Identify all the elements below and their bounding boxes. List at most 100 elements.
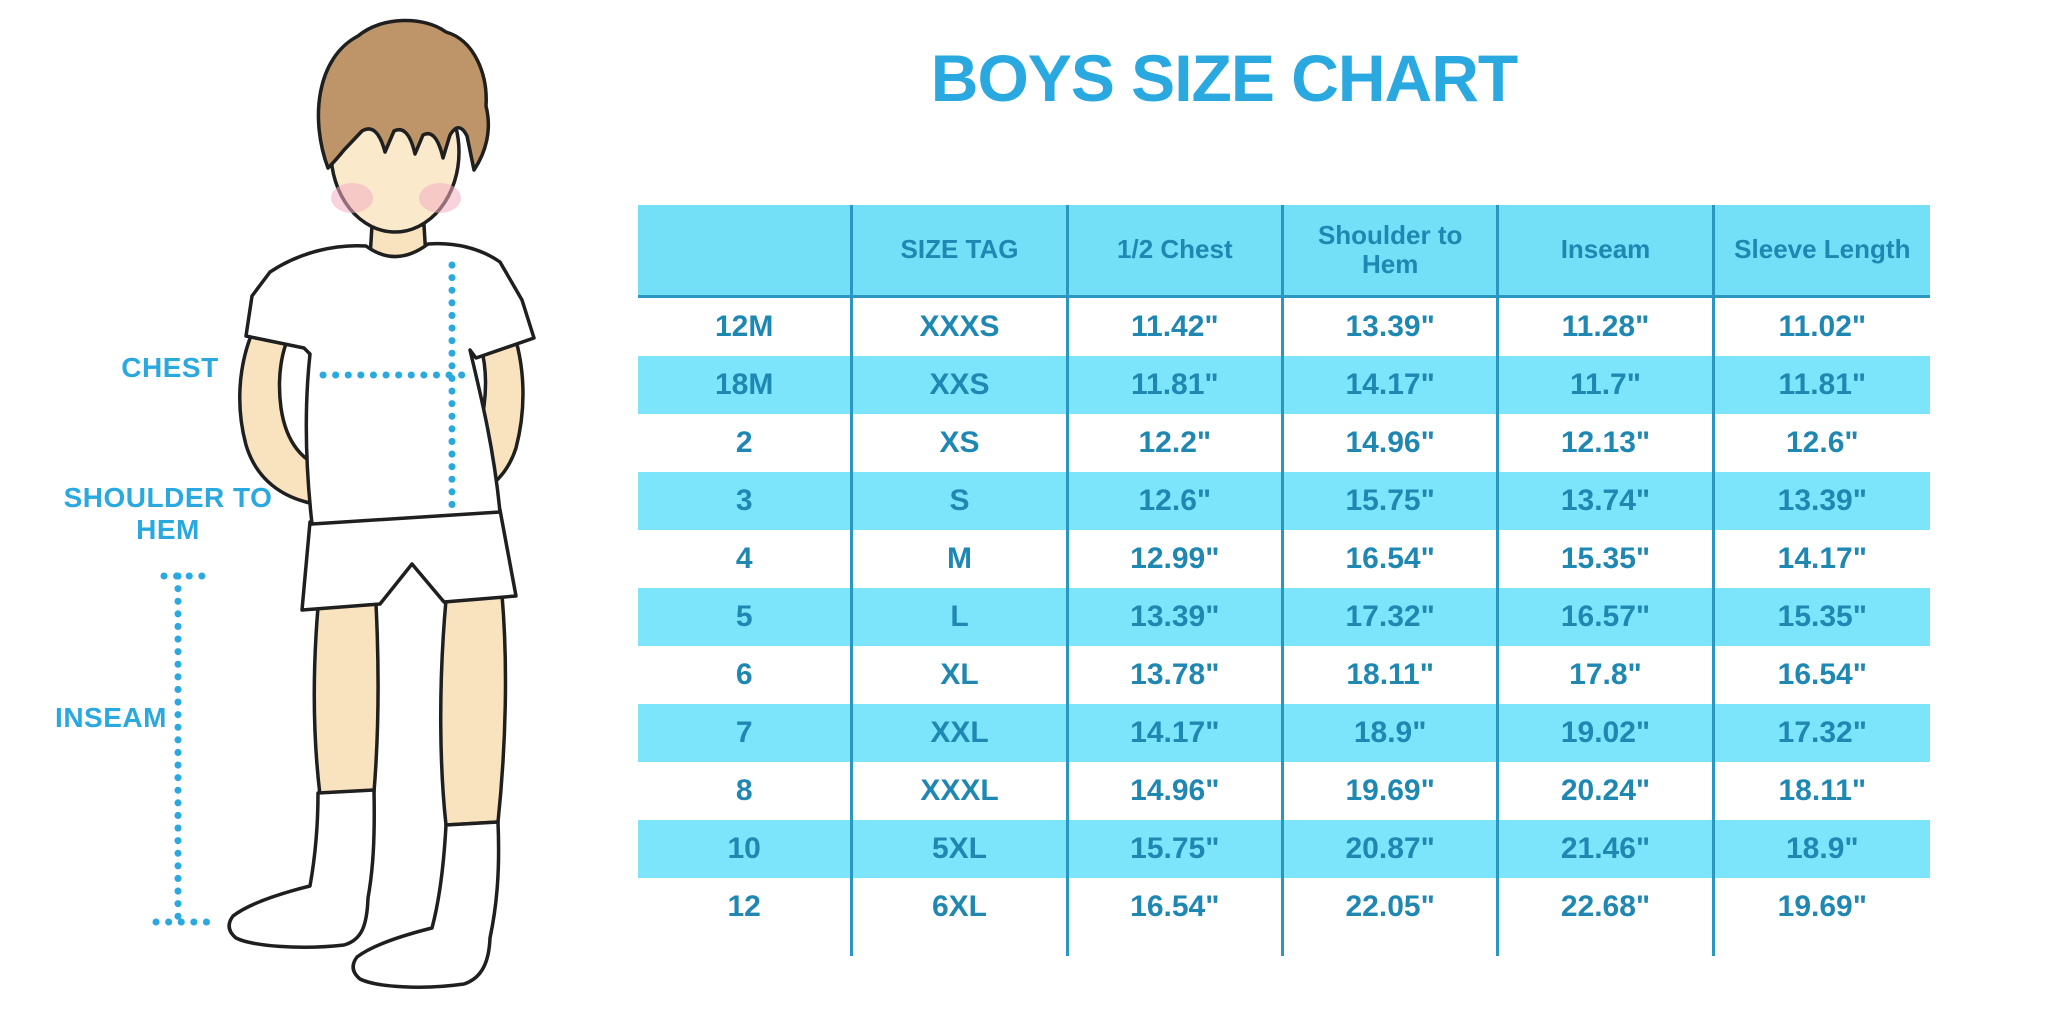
value-cell [1284, 936, 1500, 956]
value-cell: 16.54" [1777, 658, 1867, 692]
size-cell: 2 [638, 414, 854, 472]
value-cell: 22.05" [1284, 878, 1500, 936]
column-header: Inseam [1499, 205, 1715, 295]
chest-label: CHEST [121, 352, 219, 383]
table-row: 18M XXS 11.81" 14.17" 11.7" 11.81" [638, 356, 1930, 414]
value-cell: 11.81" [1069, 356, 1284, 414]
value-cell: L [853, 588, 1069, 646]
figure-leg-left [312, 602, 380, 797]
value-cell: 14.96" [1069, 762, 1284, 820]
table-header-row: SIZE TAG 1/2 Chest Shoulder to Hem Inseam Sl… [638, 205, 1930, 298]
size-cell: 10 [638, 820, 854, 878]
value-cell [853, 936, 1069, 956]
value-cell: 12.6" [1069, 472, 1284, 530]
column-header: Sleeve Length [1734, 234, 1911, 265]
size-cell: 4 [638, 530, 854, 588]
value-cell: 21.46" [1499, 820, 1715, 878]
table-row: 7 XXL 14.17" 18.9" 19.02" 17.32" [638, 704, 1930, 762]
value-cell: XXXL [853, 762, 1069, 820]
grid-line-stub-row [638, 936, 1930, 956]
value-cell: 11.81" [1778, 368, 1867, 402]
column-header: 1/2 Chest [1069, 205, 1284, 295]
value-cell: 6XL [853, 878, 1069, 936]
table-row: 12M XXXS 11.42" 13.39" 11.28" 11.02" [638, 298, 1930, 356]
boy-illustration [152, 18, 536, 989]
table-row: 6 XL 13.78" 18.11" 17.8" 16.54" [638, 646, 1930, 704]
size-cell: 12 [638, 878, 854, 936]
figure-shirt [244, 241, 536, 526]
value-cell: 19.02" [1499, 704, 1715, 762]
size-cell: 6 [638, 646, 854, 704]
value-cell: 17.32" [1777, 716, 1867, 750]
value-cell: 11.02" [1778, 310, 1867, 344]
value-cell: 5XL [853, 820, 1069, 878]
size-cell: 5 [638, 588, 854, 646]
value-cell: 15.35" [1499, 530, 1715, 588]
value-cell: 16.54" [1069, 878, 1284, 936]
value-cell: 15.75" [1284, 472, 1500, 530]
size-cell: 18M [638, 356, 854, 414]
value-cell: 11.28" [1499, 298, 1715, 356]
value-cell: 20.24" [1499, 762, 1715, 820]
value-cell: 13.39" [1284, 298, 1500, 356]
size-cell: 3 [638, 472, 854, 530]
value-cell: M [853, 530, 1069, 588]
figure-sock-left [227, 788, 376, 949]
value-cell: 12.99" [1069, 530, 1284, 588]
value-cell: 11.42" [1069, 298, 1284, 356]
figure-leg-right [438, 593, 508, 827]
table-row: 5 L 13.39" 17.32" 16.57" 15.35" [638, 588, 1930, 646]
value-cell: 17.32" [1284, 588, 1500, 646]
shoulder-to-hem-label: SHOULDER TO HEM [63, 482, 273, 545]
value-cell: XS [853, 414, 1069, 472]
value-cell: 18.11" [1778, 774, 1867, 808]
value-cell: 13.39" [1069, 588, 1284, 646]
table-row: 8 XXXL 14.96" 19.69" 20.24" 18.11" [638, 762, 1930, 820]
value-cell: 14.96" [1284, 414, 1500, 472]
value-cell: 12.13" [1499, 414, 1715, 472]
value-cell: 15.75" [1069, 820, 1284, 878]
table-row: 3 S 12.6" 15.75" 13.74" 13.39" [638, 472, 1930, 530]
figure-blush-right [419, 183, 461, 213]
figure-sock-right [351, 820, 501, 989]
value-cell: 19.69" [1284, 762, 1500, 820]
size-cell: 7 [638, 704, 854, 762]
size-cell [638, 936, 854, 956]
value-cell: 12.6" [1786, 426, 1859, 460]
value-cell: 20.87" [1284, 820, 1500, 878]
value-cell: XL [853, 646, 1069, 704]
page-title: BOYS SIZE CHART [930, 41, 1518, 115]
value-cell: XXL [853, 704, 1069, 762]
value-cell: 13.74" [1499, 472, 1715, 530]
value-cell: 14.17" [1069, 704, 1284, 762]
value-cell: 22.68" [1499, 878, 1715, 936]
value-cell [1069, 936, 1284, 956]
value-cell: 14.17" [1777, 542, 1867, 576]
value-cell: 18.11" [1284, 646, 1500, 704]
value-cell: XXXS [853, 298, 1069, 356]
value-cell: 15.35" [1777, 600, 1867, 634]
value-cell: S [853, 472, 1069, 530]
size-cell: 8 [638, 762, 854, 820]
value-cell: 14.17" [1284, 356, 1500, 414]
value-cell: 18.9" [1284, 704, 1500, 762]
figure-blush-left [331, 183, 373, 213]
table-row: 2 XS 12.2" 14.96" 12.13" 12.6" [638, 414, 1930, 472]
value-cell: 17.8" [1499, 646, 1715, 704]
table-row: 10 5XL 15.75" 20.87" 21.46" 18.9" [638, 820, 1930, 878]
size-chart-table: SIZE TAG 1/2 Chest Shoulder to Hem Inseam Sl… [638, 205, 1930, 956]
value-cell: XXS [853, 356, 1069, 414]
value-cell [1499, 936, 1715, 956]
figure-shorts [300, 508, 518, 612]
table-row: 12 6XL 16.54" 22.05" 22.68" 19.69" [638, 878, 1930, 936]
value-cell: 11.7" [1499, 356, 1715, 414]
column-header: Shoulder to Hem [1284, 205, 1500, 295]
value-cell: 13.39" [1777, 484, 1867, 518]
value-cell: 16.54" [1284, 530, 1500, 588]
value-cell [1715, 936, 1930, 956]
column-header [638, 205, 854, 295]
table-row: 4 M 12.99" 16.54" 15.35" 14.17" [638, 530, 1930, 588]
figure-hair [316, 18, 491, 172]
inseam-label: INSEAM [55, 702, 167, 733]
